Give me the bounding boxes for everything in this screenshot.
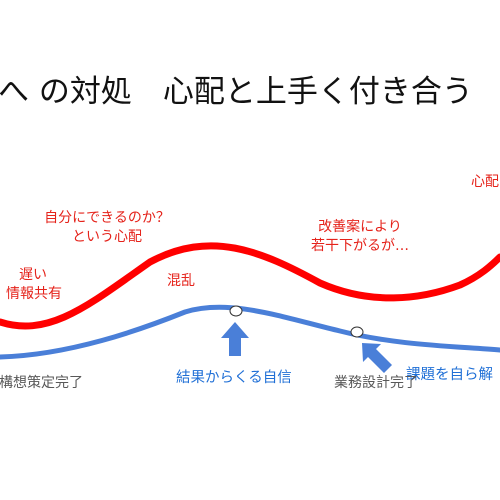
label-confidence: 結果からくる自信 [176,370,292,386]
annotation-worry-line1: 自分にできるのか？ [44,210,170,226]
annotation-improve: 改善案により 若干下がるが… [300,218,420,256]
confidence-curve [0,304,500,360]
slide-title: へ の対処 心配と上手く付き合う [0,74,473,110]
worry-curve [0,242,500,330]
annotation-improve-line1: 改善案により [318,219,402,235]
annotation-worry-line2: という心配 [72,229,142,245]
curve-marker-confidence [229,305,243,317]
curve-marker-issues [350,326,364,338]
milestone-design-done: 業務設計完了 [334,375,418,391]
annotation-improve-line2: 若干下がるが… [311,238,409,254]
annotation-slow-info-line1: 遅い [19,267,47,283]
annotation-worry-right: 心配 [471,174,499,190]
label-solve-issues: 課題を自ら解 [406,367,493,383]
milestone-concept-done: 構想策定完了 [0,375,83,391]
annotation-worry: 自分にできるのか？ という心配 [33,209,181,247]
annotation-slow-info-line2: 情報共有 [6,286,62,302]
up-arrow [221,322,249,356]
annotation-slow-info: 遅い 情報共有 [6,266,62,304]
annotation-confusion: 混乱 [167,273,195,289]
diagonal-arrow [362,343,392,373]
